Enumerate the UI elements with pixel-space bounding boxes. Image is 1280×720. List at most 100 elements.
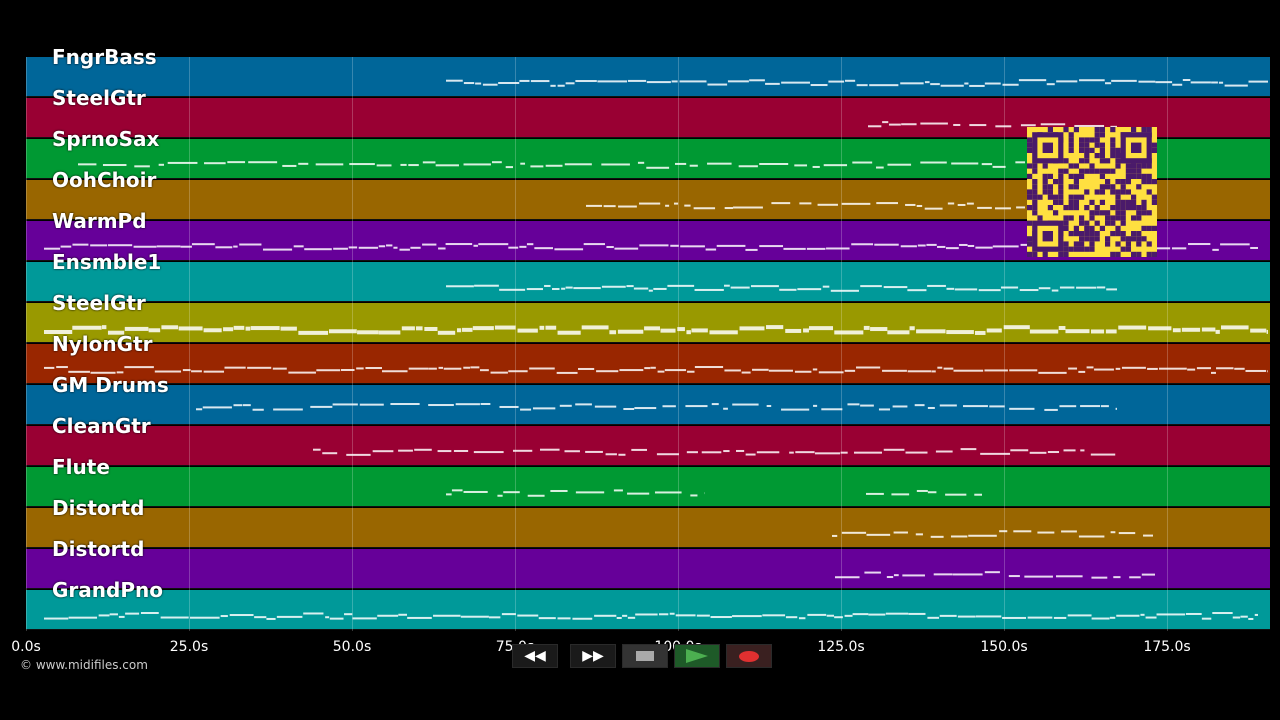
qr-module <box>1136 210 1142 216</box>
track-lane <box>26 590 1270 630</box>
qr-module <box>1110 215 1116 221</box>
qr-module <box>1136 184 1142 190</box>
qr-module <box>1151 199 1157 205</box>
qr-module <box>1115 215 1121 221</box>
qr-module <box>1089 225 1095 231</box>
qr-module <box>1136 236 1142 242</box>
qr-module <box>1073 225 1079 231</box>
qr-module <box>1063 168 1069 174</box>
qr-module <box>1110 147 1116 153</box>
qr-module <box>1094 127 1100 133</box>
qr-module <box>1068 231 1074 237</box>
qr-module <box>1094 132 1100 138</box>
qr-module <box>1099 225 1105 231</box>
track-lane <box>26 549 1270 589</box>
track-lane <box>26 467 1270 507</box>
track-label: CleanGtr <box>52 414 151 438</box>
qr-module <box>1084 231 1090 237</box>
grid-line <box>841 57 842 631</box>
qr-module <box>1042 179 1048 185</box>
qr-module <box>1027 205 1033 211</box>
qr-module <box>1110 231 1116 237</box>
qr-module <box>1115 199 1121 205</box>
qr-module <box>1063 127 1069 133</box>
qr-module <box>1027 189 1033 195</box>
qr-module <box>1131 199 1137 205</box>
qr-module <box>1146 173 1152 179</box>
qr-module <box>1120 231 1126 237</box>
grid-line <box>1167 57 1168 631</box>
qr-module <box>1032 163 1038 169</box>
qr-module <box>1105 241 1111 247</box>
qr-module <box>1073 184 1079 190</box>
qr-module <box>1131 168 1137 174</box>
stop-button[interactable] <box>622 644 668 668</box>
qr-module <box>1058 179 1064 185</box>
qr-module <box>1110 168 1116 174</box>
qr-module <box>1079 173 1085 179</box>
qr-module <box>1037 215 1043 221</box>
qr-module <box>1084 153 1090 159</box>
qr-module <box>1084 142 1090 148</box>
qr-module <box>1063 220 1069 226</box>
qr-module <box>1063 225 1069 231</box>
qr-module <box>1115 205 1121 211</box>
qr-module <box>1094 236 1100 242</box>
qr-module <box>1068 137 1074 143</box>
time-tick-label: 0.0s <box>11 639 41 655</box>
time-tick-label: 125.0s <box>817 639 865 655</box>
qr-module <box>1105 184 1111 190</box>
grid-line <box>352 57 353 631</box>
qr-module <box>1068 184 1074 190</box>
track-lane <box>26 262 1270 302</box>
qr-module <box>1151 251 1157 257</box>
qr-module <box>1094 137 1100 143</box>
qr-module <box>1110 189 1116 195</box>
record-button[interactable] <box>726 644 772 668</box>
track-lane <box>26 508 1270 548</box>
qr-module <box>1115 251 1121 257</box>
qr-module <box>1068 147 1074 153</box>
grid-line <box>26 57 27 631</box>
qr-module <box>1053 194 1059 200</box>
qr-module <box>1058 194 1064 200</box>
qr-module <box>1089 199 1095 205</box>
track-label: GrandPno <box>52 578 163 602</box>
qr-module <box>1125 246 1131 252</box>
qr-module <box>1068 163 1074 169</box>
track-lane <box>26 57 1270 97</box>
qr-module <box>1084 137 1090 143</box>
track-label: OohChoir <box>52 168 157 192</box>
qr-module <box>1131 231 1137 237</box>
qr-module <box>1047 184 1053 190</box>
qr-module <box>1058 189 1064 195</box>
qr-module <box>1063 158 1069 164</box>
rewind-button[interactable]: ◀◀ <box>512 644 558 668</box>
qr-module <box>1073 199 1079 205</box>
record-icon <box>739 650 759 662</box>
play-button[interactable] <box>674 644 720 668</box>
qr-module <box>1141 199 1147 205</box>
track-lane <box>26 303 1270 343</box>
grid-line <box>189 57 190 631</box>
qr-module <box>1032 184 1038 190</box>
qr-module <box>1105 220 1111 226</box>
fast-forward-icon: ▶▶ <box>582 648 604 664</box>
qr-module <box>1105 158 1111 164</box>
qr-module <box>1110 251 1116 257</box>
grid-line <box>515 57 516 631</box>
grid-line <box>678 57 679 631</box>
fast-forward-button[interactable]: ▶▶ <box>570 644 616 668</box>
qr-module <box>1068 142 1074 148</box>
time-tick-label: 150.0s <box>980 639 1028 655</box>
qr-module <box>1032 179 1038 185</box>
track-label: NylonGtr <box>52 332 153 356</box>
qr-module <box>1094 220 1100 226</box>
qr-module <box>1099 147 1105 153</box>
qr-module <box>1027 163 1033 169</box>
qr-module <box>1094 142 1100 148</box>
qr-module <box>1032 251 1038 257</box>
time-tick-label: 25.0s <box>169 639 209 655</box>
qr-module <box>1141 236 1147 242</box>
qr-module <box>1032 194 1038 200</box>
